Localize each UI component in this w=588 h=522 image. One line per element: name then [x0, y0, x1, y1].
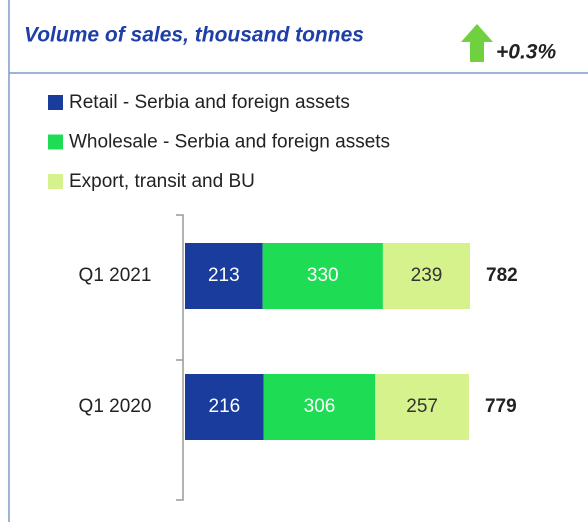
bar-segment [375, 374, 469, 440]
trend-arrow [461, 24, 493, 62]
value-label: 239 [411, 265, 443, 286]
bar-segment [185, 374, 264, 440]
legend-swatch [48, 174, 63, 189]
bar-segment [185, 243, 263, 309]
legend-label: Retail - Serbia and foreign assets [69, 92, 350, 113]
total-label: 779 [485, 396, 517, 417]
legend-swatch [48, 95, 63, 110]
chart-title: Volume of sales, thousand tonnes [24, 24, 364, 47]
value-label: 257 [406, 396, 438, 417]
change-annotation: +0.3% [496, 41, 556, 64]
category-label: Q1 2021 [79, 265, 152, 286]
bar-segment [263, 374, 376, 440]
value-label: 306 [304, 396, 336, 417]
legend-swatch [48, 134, 63, 150]
value-label: 216 [209, 396, 241, 417]
total-label: 782 [486, 265, 518, 286]
category-label: Q1 2020 [79, 396, 152, 417]
value-label: 213 [208, 265, 240, 286]
bar-segment [262, 243, 383, 309]
legend-label: Wholesale - Serbia and foreign assets [69, 132, 390, 153]
bar-segment [382, 243, 471, 309]
legend-label: Export, transit and BU [69, 171, 255, 192]
value-label: 330 [307, 265, 339, 286]
category-bracket [176, 214, 184, 501]
